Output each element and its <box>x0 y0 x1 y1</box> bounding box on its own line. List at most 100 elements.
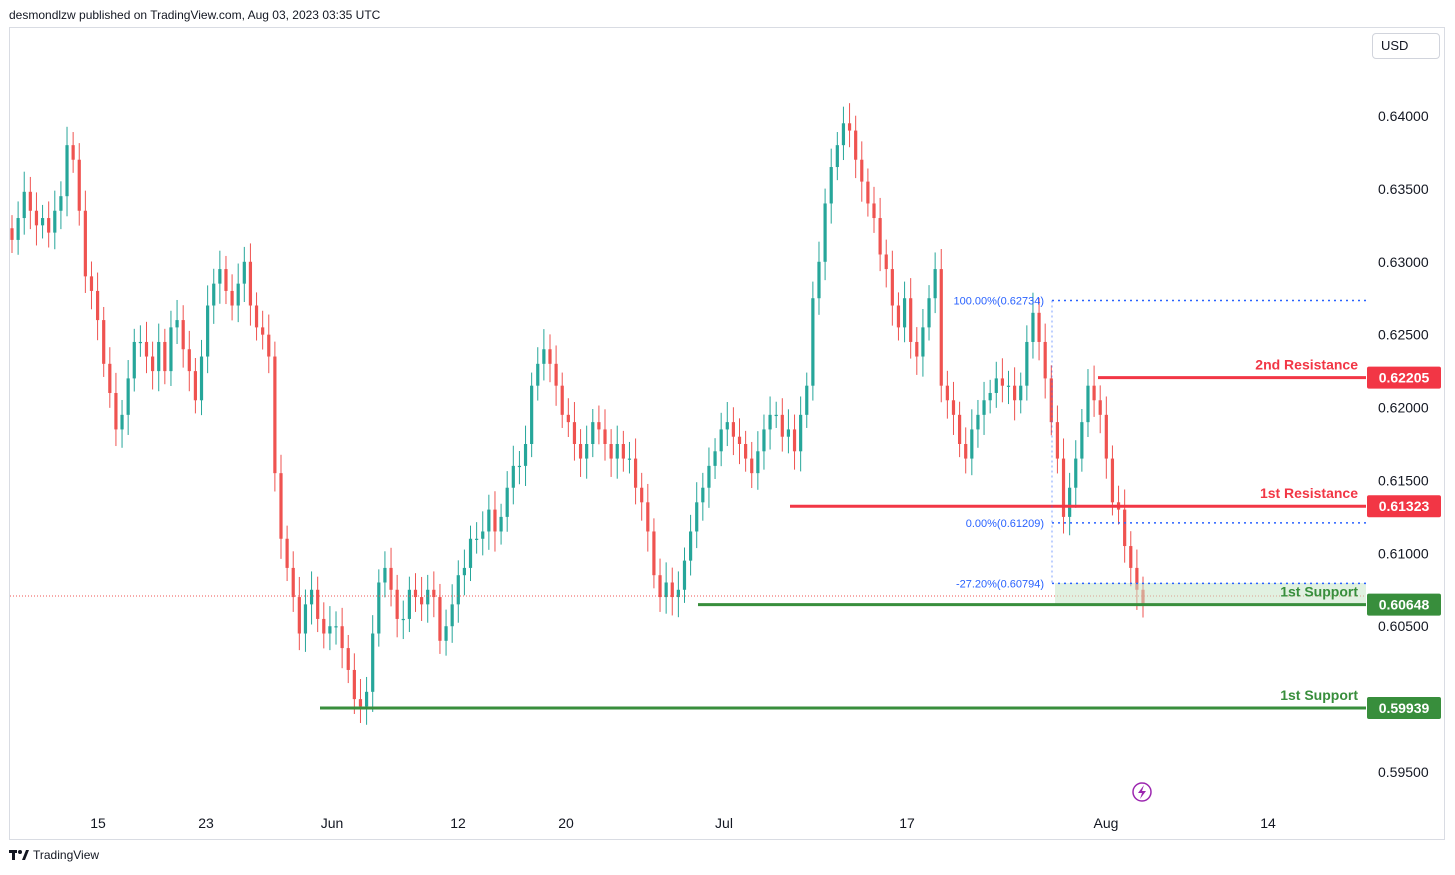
lightning-icon-bolt <box>1138 785 1146 799</box>
fib-level-label: 100.00%(0.62734) <box>953 296 1044 308</box>
candle-body <box>236 283 240 306</box>
candle-body <box>53 210 57 233</box>
candle-body <box>725 422 729 430</box>
candle-body <box>10 228 14 240</box>
level-layer: 2nd Resistance 0.62205 1st Resistance 0.613… <box>10 357 1441 720</box>
candle-body <box>1098 400 1102 415</box>
candle-body <box>1135 567 1139 590</box>
candle-body <box>1031 312 1035 342</box>
candle-body <box>994 378 998 393</box>
axis-layer: 0.64000 0.63500 0.63000 0.62500 0.62000 0.615… <box>90 108 1429 831</box>
candle-body <box>786 429 791 437</box>
candle-body <box>175 320 179 328</box>
candle-body <box>731 422 735 437</box>
candle-body <box>267 334 271 357</box>
candle-body <box>413 589 418 598</box>
tradingview-footer[interactable]: TradingView <box>9 848 99 862</box>
candle-body <box>1049 378 1053 423</box>
candle-body <box>364 691 369 707</box>
tradingview-brand-text: TradingView <box>33 848 100 862</box>
candle-body <box>28 191 32 211</box>
x-tick-label: 23 <box>198 815 214 831</box>
candle-body <box>346 648 350 670</box>
candle-body <box>621 444 625 459</box>
candle-body <box>701 487 705 503</box>
candle-body <box>756 451 760 474</box>
candle-body <box>230 290 234 306</box>
candle-body <box>976 414 980 430</box>
candle-body <box>163 341 167 372</box>
candle-body <box>927 298 931 328</box>
candle-body <box>352 669 356 700</box>
y-tick-label: 0.61500 <box>1378 472 1429 488</box>
candle-body <box>157 341 161 372</box>
candle-body <box>65 145 69 197</box>
candle-body <box>322 618 326 634</box>
candle-body <box>468 538 473 568</box>
candle-body <box>1025 341 1029 386</box>
candle-body <box>633 458 638 488</box>
candle-body <box>1110 458 1115 503</box>
candle-body <box>750 458 754 474</box>
candle-body <box>652 531 656 576</box>
candle-body <box>89 276 94 291</box>
level-price-badge <box>1367 697 1441 720</box>
candle-body <box>187 349 191 372</box>
candle-body <box>854 130 858 160</box>
candle-body <box>603 429 607 444</box>
candle-body <box>383 567 387 583</box>
candle-body <box>432 589 436 598</box>
candle-body <box>444 626 448 641</box>
currency-button[interactable]: USD <box>1372 33 1440 59</box>
candle-body <box>909 298 913 342</box>
candle-body <box>530 385 534 444</box>
candle-body <box>303 604 308 634</box>
candle-body <box>358 699 363 707</box>
candle-body <box>47 218 51 233</box>
candle-body <box>578 444 583 459</box>
candle-body <box>1104 414 1108 459</box>
candle-body <box>866 181 870 204</box>
y-tick-label: 0.63000 <box>1378 254 1429 270</box>
y-tick-label: 0.62500 <box>1378 327 1429 343</box>
candle-body <box>487 509 491 532</box>
candle-body <box>799 414 803 452</box>
candle-body <box>1129 546 1133 568</box>
y-tick-label: 0.61000 <box>1378 545 1429 561</box>
candle-body <box>261 327 265 335</box>
candle-body <box>945 385 949 401</box>
candle-body <box>1068 487 1072 517</box>
candle-body <box>1006 385 1011 387</box>
candle-body <box>401 618 405 621</box>
candle-body <box>591 422 595 444</box>
candle-body <box>902 298 907 328</box>
candle-body <box>780 414 784 437</box>
candle-body <box>689 531 693 561</box>
candle-body <box>964 444 968 459</box>
candle-body <box>523 444 528 466</box>
candle-body <box>169 327 173 372</box>
candle-body <box>95 290 100 321</box>
candle-body <box>517 465 522 468</box>
candle-body <box>847 123 852 131</box>
candle-body <box>493 509 497 532</box>
level-name-label: 1st Support <box>1280 584 1358 600</box>
fib-layer: 100.00%(0.62734) 0.00%(0.61209) -27.20%(0.… <box>953 296 1366 590</box>
x-tick-label: 14 <box>1260 815 1276 831</box>
candle-body <box>1092 385 1096 401</box>
publisher-caption: desmondlzw published on TradingView.com,… <box>9 8 381 22</box>
candle-body <box>957 414 962 444</box>
level-name-label: 1st Resistance <box>1260 485 1358 501</box>
candle-body <box>768 414 772 430</box>
candle-body <box>511 465 515 488</box>
candle-body <box>407 589 411 619</box>
candle-body <box>420 597 424 605</box>
candle-body <box>640 487 644 503</box>
candle-body <box>254 305 259 328</box>
candle-body <box>1013 385 1017 401</box>
candle-body <box>193 371 198 401</box>
candle-body <box>951 400 956 415</box>
level-price-text: 0.61323 <box>1379 498 1430 514</box>
lightning-icon[interactable] <box>1132 782 1152 802</box>
